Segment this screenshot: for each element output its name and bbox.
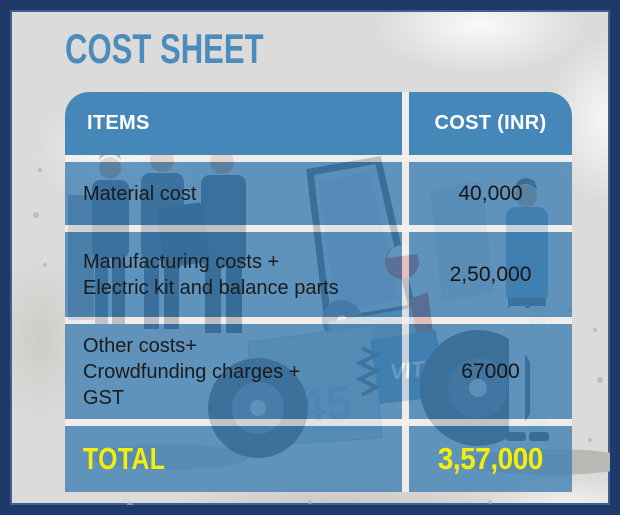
item-line: Other costs+ (83, 334, 197, 357)
item-line: Material cost (83, 182, 197, 205)
column-gap (402, 92, 409, 492)
item-line: Manufacturing costs + (83, 250, 280, 273)
table-row-cost-material: 40,000 (409, 162, 572, 225)
row-gap (65, 317, 572, 324)
cost-value: 40,000 (458, 181, 523, 205)
cost-value: 2,50,000 (449, 262, 532, 286)
item-line: Crowdfunding charges + (83, 360, 301, 383)
total-label-text: TOTAL (83, 441, 166, 476)
cost-table: ITEMS COST (INR) Material cost 40,000 Ma… (65, 92, 572, 492)
table-row-item-manufacturing: Manufacturing costs + Electric kit and b… (65, 232, 402, 317)
table-row-item-material: Material cost (65, 162, 402, 225)
cost-value: 67000 (461, 359, 520, 383)
row-gap (65, 155, 572, 162)
header-cost: COST (INR) (409, 92, 572, 155)
page-title: COST SHEET (65, 25, 264, 72)
total-row-value: 3,57,000 (409, 426, 572, 492)
row-gap (65, 225, 572, 232)
item-line: GST (83, 386, 125, 409)
total-value-text: 3,57,000 (437, 441, 543, 476)
table-row-item-other: Other costs+ Crowdfunding charges + GST (65, 324, 402, 419)
table-row-cost-manufacturing: 2,50,000 (409, 232, 572, 317)
item-line: Electric kit and balance parts (83, 276, 339, 299)
row-gap (65, 419, 572, 426)
header-items-label: ITEMS (87, 112, 150, 134)
table-row-cost-other: 67000 (409, 324, 572, 419)
header-items: ITEMS (65, 92, 402, 155)
header-cost-label: COST (INR) (434, 112, 547, 134)
total-row-label: TOTAL (65, 426, 402, 492)
